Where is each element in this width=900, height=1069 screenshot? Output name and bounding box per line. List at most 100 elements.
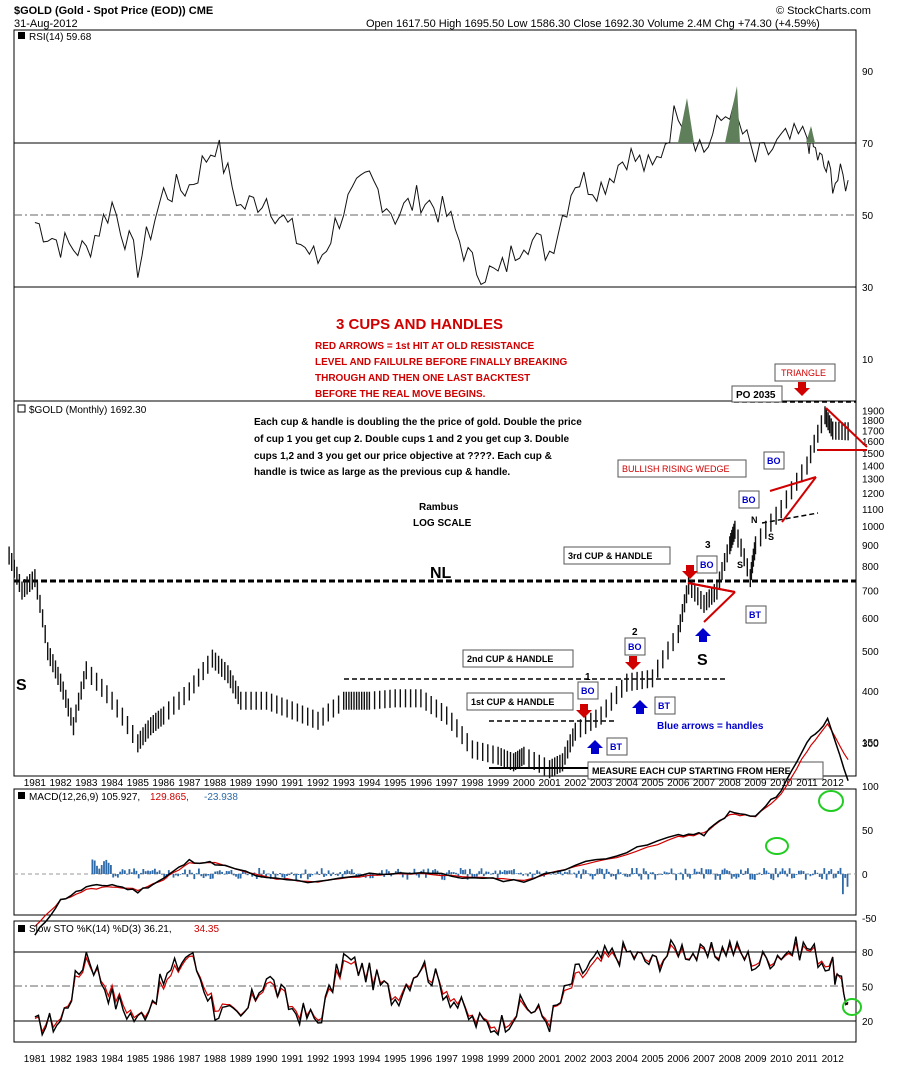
sto-y-tick: 50 <box>862 983 874 994</box>
macd-histogram-bar <box>332 872 335 874</box>
macd-histogram-bar <box>471 874 474 877</box>
macd-histogram-bar <box>735 874 738 879</box>
price-y-tick: 600 <box>862 614 879 625</box>
macd-histogram-bar <box>119 871 122 874</box>
macd-histogram-bar <box>258 868 261 874</box>
rsi-y-tick: 50 <box>862 211 874 222</box>
macd-histogram-bar <box>174 874 177 876</box>
x-tick-year: 1991 <box>281 1054 304 1065</box>
sto-y-tick: 20 <box>862 1017 874 1028</box>
macd-histogram-bar <box>804 874 807 880</box>
macd-histogram-bar <box>114 874 117 877</box>
macd-histogram-bar <box>638 874 640 877</box>
x-tick-year: 1982 <box>49 778 72 789</box>
macd-histogram-bar <box>381 870 383 874</box>
macd-histogram-bar <box>684 868 687 874</box>
wedge-upper-line <box>769 476 817 492</box>
bt-box-frame <box>654 696 676 715</box>
price-y-tick: 1200 <box>862 489 885 500</box>
macd-histogram-bar <box>432 870 434 874</box>
shoulder-left-label: S <box>16 677 27 694</box>
macd-histogram-bar <box>584 870 587 874</box>
macd-histogram-bar <box>154 868 156 874</box>
macd-histogram-bar <box>179 874 182 875</box>
sto-legend-swatch <box>18 925 25 932</box>
macd-histogram-bar <box>369 874 372 879</box>
macd-histogram-bar <box>816 872 819 874</box>
macd-histogram-bar <box>167 870 170 874</box>
red-arrow-down-icon <box>682 565 698 579</box>
price-y-axis: 300 400 500 600 700 800 900 1000 1100 1200 1300 140… <box>862 406 885 750</box>
po-label: PO 2035 <box>736 390 776 401</box>
macd-y-tick: 50 <box>862 826 874 837</box>
macd-histogram-bar <box>726 870 728 874</box>
x-tick-year: 2012 <box>822 778 845 789</box>
macd-histogram-bar <box>652 872 654 874</box>
bt-label: BT <box>610 742 622 752</box>
log-scale-label: LOG SCALE <box>413 518 472 529</box>
price-y-tick: 1600 <box>862 437 885 448</box>
macd-histogram-bar <box>756 874 759 875</box>
x-tick-year: 1994 <box>358 1054 381 1065</box>
x-tick-year: 2004 <box>616 778 639 789</box>
x-tick-year: 1982 <box>49 1054 72 1065</box>
po-callout-box <box>731 385 783 403</box>
macd-histogram-bar <box>195 873 198 874</box>
macd-histogram-bar <box>320 868 323 874</box>
macd-histogram-bar <box>496 874 499 878</box>
macd-histogram-bar <box>503 870 506 874</box>
price-y-tick: 1000 <box>862 522 885 533</box>
macd-histogram-bar <box>800 870 803 874</box>
macd-panel-frame <box>13 788 857 916</box>
macd-histogram-bar <box>798 870 800 874</box>
macd-histogram-bar <box>177 874 179 877</box>
bo-box-frame <box>624 637 646 656</box>
x-tick-year: 1993 <box>333 1054 356 1065</box>
macd-histogram-bar <box>781 868 784 874</box>
macd-histogram-bar <box>107 862 110 874</box>
price-y-tick: 700 <box>862 586 879 597</box>
macd-histogram-bar <box>698 871 701 874</box>
x-axis-years-upper: 1981 1982 1983 1984 1985 1986 1987 1988 1989 1990… <box>24 778 845 789</box>
macd-histogram-bar <box>438 874 441 875</box>
macd-histogram-bar <box>191 872 193 874</box>
x-tick-year: 1995 <box>384 1054 407 1065</box>
x-tick-year: 2001 <box>538 778 561 789</box>
macd-histogram-bar <box>193 874 196 880</box>
macd-histogram-bar <box>526 874 529 877</box>
macd-y-tick: -50 <box>862 914 877 925</box>
measure-callout-box <box>587 761 824 780</box>
macd-histogram-bar <box>786 874 789 877</box>
macd-histogram-bar <box>228 871 230 874</box>
macd-histogram-bar <box>130 872 133 874</box>
macd-histogram-bar <box>777 874 779 878</box>
macd-histogram-bar <box>140 872 142 874</box>
macd-histogram-bar <box>821 874 823 880</box>
macd-histogram-bar <box>344 871 346 874</box>
title-annotation: 3 CUPS AND HANDLES <box>336 316 503 333</box>
macd-histogram-bar <box>295 874 298 880</box>
macd-histogram-bar <box>517 873 520 874</box>
macd-histogram-bar <box>712 873 715 875</box>
macd-histogram-bar <box>835 874 837 878</box>
macd-histogram-bar <box>714 874 717 880</box>
macd-histogram-bar <box>830 869 833 874</box>
macd-histogram-bar <box>242 870 244 874</box>
chart-date: 31-Aug-2012 <box>14 18 78 30</box>
x-tick-year: 1983 <box>75 1054 98 1065</box>
macd-histogram-bar <box>214 871 217 874</box>
macd-histogram-bar <box>719 874 721 880</box>
red-note-line: RED ARROWS = 1st HIT AT OLD RESISTANCE <box>315 341 535 352</box>
macd-histogram-bar <box>274 874 277 880</box>
macd-histogram-bar <box>450 872 453 874</box>
x-tick-year: 2005 <box>641 778 664 789</box>
macd-legend-swatch <box>18 792 25 799</box>
rsi-legend-swatch <box>18 32 25 39</box>
macd-histogram-bar <box>304 869 307 874</box>
macd-histogram-bar <box>621 874 624 875</box>
cup-number-1: 1 <box>585 672 591 683</box>
cup2-callout-box <box>462 649 574 668</box>
macd-histogram-bar <box>262 870 265 874</box>
price-y-tick: 800 <box>862 562 879 573</box>
macd-histogram-bar <box>186 874 189 877</box>
